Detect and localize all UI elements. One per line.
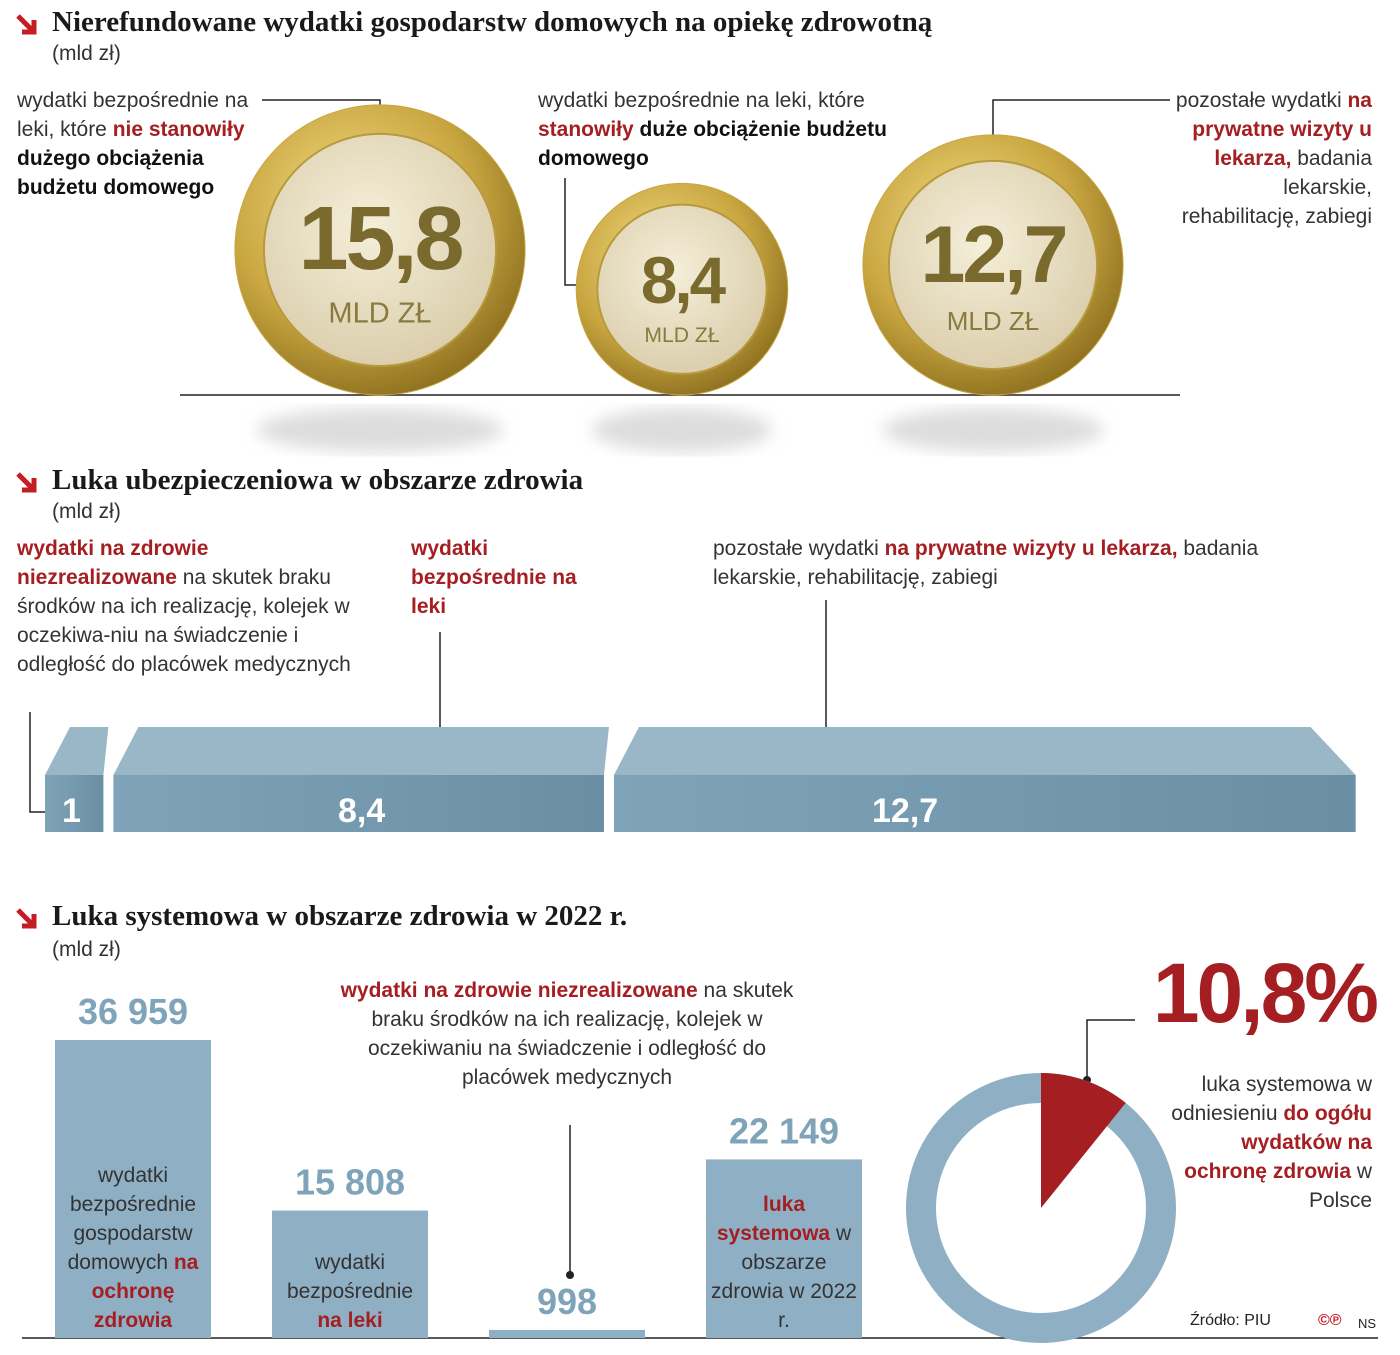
- note-text: wydatki na zdrowie niezrealizowane: [17, 537, 209, 589]
- slab-top: [45, 727, 109, 775]
- note-text: wydatki bezpośrednie gospodarstw domowyc…: [67, 1164, 197, 1274]
- bar: [489, 1329, 645, 1338]
- source: Źródło: PIU: [1190, 1312, 1271, 1329]
- arrow-icon: [16, 908, 37, 929]
- note: wydatki bezpośrednie na leki: [411, 534, 581, 621]
- bar-label: wydatki bezpośrednie na leki: [272, 1248, 428, 1335]
- coin-unit: MLD ZŁ: [328, 297, 431, 329]
- slab-value: 8,4: [338, 792, 385, 830]
- note-text: na leki: [317, 1309, 383, 1332]
- note: wydatki bezpośrednie na leki, które stan…: [538, 86, 918, 173]
- section-title: Luka systemowa w obszarze zdrowia w 2022…: [52, 900, 628, 932]
- note-text: dużego obciążenia budżetu domowego: [17, 147, 215, 199]
- note-text: wydatki na zdrowie niezrealizowane: [340, 979, 698, 1002]
- note-text: luka systemowa w odniesieniu: [1171, 1073, 1372, 1125]
- slab-value: 12,7: [872, 792, 938, 830]
- note-text: w Polsce: [1308, 1160, 1372, 1212]
- coin-face: [596, 203, 768, 375]
- note-text: na skutek braku środków na ich realizacj…: [367, 979, 794, 1089]
- coin-shadow: [256, 408, 504, 452]
- note-text: badania lekarskie, rehabilitację, zabieg…: [1181, 147, 1372, 228]
- coin-face: [262, 132, 498, 367]
- coin-face: [887, 159, 1099, 370]
- coin-value: 8,4: [641, 244, 727, 317]
- note-text: pozostałe wydatki: [713, 537, 885, 560]
- note: pozostałe wydatki na prywatne wizyty u l…: [713, 534, 1313, 592]
- note-text: wydatki bezpośrednie na leki, które: [538, 89, 865, 112]
- section-title: Luka ubezpieczeniowa w obszarze zdrowia: [52, 464, 584, 496]
- share-label: 10,8%: [1153, 946, 1377, 1040]
- note: wydatki bezpośrednie na leki, które nie …: [17, 86, 262, 202]
- note-text: na prywatne wizyty u lekarza,: [1192, 89, 1372, 170]
- bar-label: wydatki bezpośrednie gospodarstw domowyc…: [55, 1161, 211, 1335]
- copyright-icon: ©℗: [1318, 1312, 1342, 1329]
- bar-label: luka systemowa w obszarze zdrowia w 2022…: [706, 1190, 862, 1335]
- note-text: badania lekarskie, rehabilitację, zabieg…: [713, 537, 1259, 589]
- coin-value: 15,8: [298, 189, 462, 289]
- note-text: nie stanowiły: [112, 118, 245, 141]
- note-text: na ochronę zdrowia: [91, 1251, 199, 1332]
- slab: [113, 775, 604, 832]
- note-text: wydatki bezpośrednie na leki, które: [17, 89, 249, 141]
- donut-share: [1041, 1073, 1126, 1208]
- note-text: luka systemowa: [716, 1193, 831, 1245]
- coin-shadow: [882, 408, 1104, 452]
- note-text: stanowiły: [538, 118, 634, 141]
- slab-value: 1: [62, 792, 81, 830]
- bar-value: 22 149: [729, 1110, 839, 1151]
- bar: [706, 1159, 862, 1338]
- coin-unit: MLD ZŁ: [644, 324, 719, 347]
- arrow-icon: [14, 12, 40, 38]
- note-text: na skutek braku środków na ich realizacj…: [17, 566, 351, 676]
- note-text: wydatki bezpośrednie na leki: [411, 537, 577, 618]
- slab: [613, 775, 1356, 832]
- bar: [272, 1210, 428, 1338]
- note-text: wydatki bezpośrednie: [286, 1251, 414, 1303]
- slab-top: [113, 727, 609, 775]
- arrow-icon: [16, 472, 37, 493]
- coin-value: 12,7: [921, 210, 1066, 300]
- credit: NS: [1358, 1316, 1377, 1331]
- share-note: luka systemowa w odniesieniu do ogółu wy…: [1162, 1070, 1372, 1215]
- bar-value: 15 808: [295, 1162, 405, 1203]
- section-subtitle: (mld zł): [52, 42, 121, 65]
- note: pozostałe wydatki na prywatne wizyty u l…: [1172, 86, 1372, 231]
- section-subtitle: (mld zł): [52, 938, 121, 961]
- note-text: na prywatne wizyty u lekarza,: [884, 537, 1178, 560]
- section-subtitle: (mld zł): [52, 500, 121, 523]
- section-title: Nierefundowane wydatki gospodarstw domow…: [52, 6, 933, 38]
- coin-shadow: [592, 408, 772, 452]
- bar: [55, 1040, 211, 1338]
- note: wydatki na zdrowie niezrealizowane na sk…: [17, 534, 362, 679]
- bar-note: wydatki na zdrowie niezrealizowane na sk…: [327, 976, 807, 1092]
- bar-value: 998: [537, 1281, 597, 1322]
- slab-top: [613, 727, 1356, 775]
- note-text: do ogółu wydatków na ochronę zdrowia: [1184, 1102, 1372, 1183]
- slab: [45, 775, 104, 832]
- note-text: w obszarze zdrowia w 2022 r.: [711, 1222, 857, 1332]
- note-text: pozostałe wydatki: [1175, 89, 1348, 112]
- coin-unit: MLD ZŁ: [947, 306, 1039, 336]
- bar-value: 36 959: [78, 991, 188, 1032]
- note-text: duże obciążenie budżetu domowego: [538, 118, 887, 170]
